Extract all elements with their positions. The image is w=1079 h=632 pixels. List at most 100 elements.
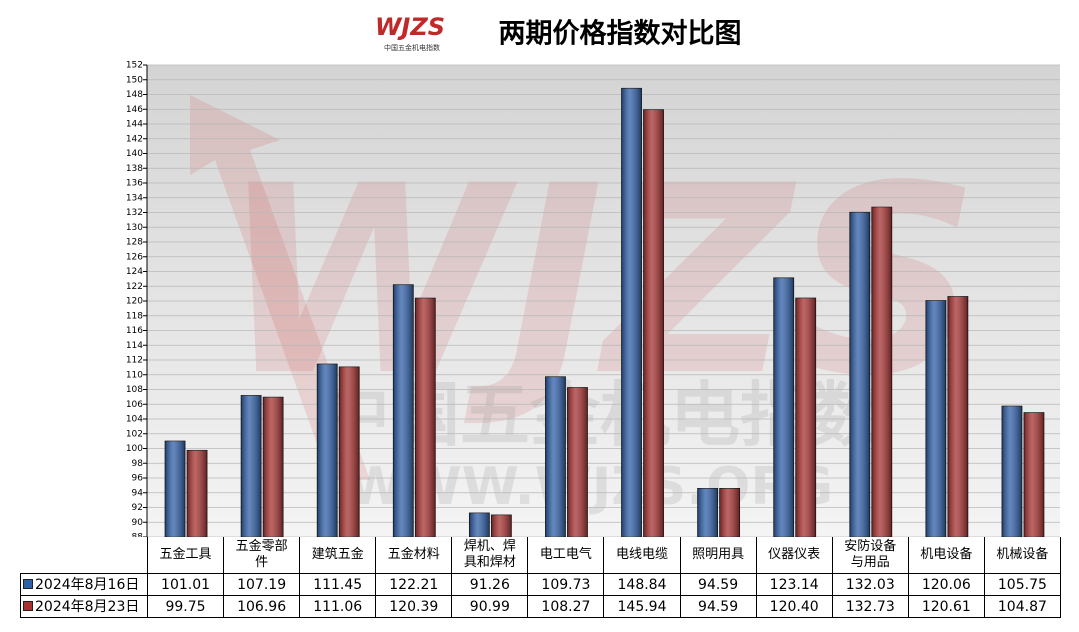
bar — [338, 366, 360, 537]
category-label: 五金材料 — [375, 537, 453, 574]
data-table: 五金工具 五金零部件 建筑五金 五金材料 焊机、焊具和焊材 电工电气 电线电缆 照明用具 仪器仪… — [20, 537, 1061, 618]
y-tick-label: 106 — [126, 400, 143, 410]
y-tick-label: 110 — [126, 370, 143, 380]
value-label: 101.01 — [146, 573, 225, 596]
value-label: 122.21 — [375, 573, 453, 596]
bar — [164, 440, 186, 537]
value-label: 111.06 — [299, 595, 377, 618]
value-label: 109.73 — [527, 573, 605, 596]
logo-subtext: 中国五金机电指数 — [384, 43, 440, 52]
y-tick-label: 146 — [126, 105, 143, 115]
y-tick-label: 118 — [126, 311, 143, 321]
y-tick-label: 94 — [132, 488, 144, 498]
bar — [316, 363, 338, 537]
series-name: 2024年8月16日 — [35, 576, 140, 593]
bar — [773, 277, 795, 537]
value-label: 120.06 — [907, 573, 985, 596]
y-tick-label: 130 — [126, 223, 143, 233]
category-label: 建筑五金 — [299, 537, 377, 574]
bar — [719, 487, 741, 537]
bar — [795, 297, 817, 537]
y-tick-label: 132 — [126, 208, 143, 218]
table-series-row: 2024年8月16日 101.01 107.19 111.45 122.21 91.26 1… — [20, 573, 1061, 596]
y-tick-label: 98 — [132, 459, 144, 469]
bar — [643, 109, 664, 537]
y-tick-label: 122 — [126, 282, 143, 292]
category-label: 五金零部件 — [223, 537, 301, 574]
logo: WJZS — [375, 13, 445, 41]
bar — [240, 395, 262, 537]
y-tick-label: 116 — [126, 326, 143, 336]
y-tick-label: 140 — [126, 149, 143, 159]
value-label: 111.45 — [299, 573, 377, 596]
category-label: 焊机、焊具和焊材 — [451, 537, 529, 574]
bar — [697, 487, 719, 537]
category-label: 电工电气 — [527, 537, 605, 574]
value-label: 132.03 — [831, 573, 909, 596]
category-label: 安防设备与用品 — [831, 537, 909, 574]
y-tick-label: 114 — [126, 341, 143, 351]
value-label: 120.40 — [755, 595, 833, 618]
bar — [849, 211, 871, 537]
table-series-row: 2024年8月23日 99.75 106.96 111.06 120.39 90.99 10… — [20, 595, 1061, 618]
y-tick-label: 88 — [132, 533, 144, 538]
value-label: 106.96 — [223, 595, 301, 618]
value-label: 90.99 — [451, 595, 529, 618]
category-label: 五金工具 — [146, 537, 225, 574]
y-tick-label: 138 — [126, 164, 143, 174]
bar — [1023, 412, 1045, 537]
y-tick-label: 136 — [126, 179, 143, 189]
y-tick-label: 150 — [126, 75, 143, 85]
category-label: 电线电缆 — [603, 537, 681, 574]
bar — [925, 300, 947, 537]
value-label: 148.84 — [603, 573, 681, 596]
legend-entry: 2024年8月16日 — [20, 573, 148, 596]
y-tick-label: 102 — [126, 429, 143, 439]
bar — [468, 512, 490, 537]
bar — [490, 514, 512, 537]
y-tick-label: 148 — [126, 90, 143, 100]
bar — [545, 376, 566, 537]
series-name: 2024年8月23日 — [35, 598, 140, 615]
bar — [186, 449, 208, 537]
table-corner — [20, 537, 148, 574]
value-label: 104.87 — [983, 595, 1061, 618]
category-label: 照明用具 — [679, 537, 757, 574]
y-tick-label: 120 — [126, 297, 143, 307]
value-label: 145.94 — [603, 595, 681, 618]
y-tick-label: 152 — [126, 61, 143, 71]
category-label: 机电设备 — [907, 537, 985, 574]
y-tick-label: 144 — [126, 120, 143, 130]
chart: WJZS 中国五金机电指数 WWW.WJZS.ORG WJZS 中国五金机电指数… — [126, 13, 1060, 538]
y-tick-label: 100 — [126, 444, 143, 454]
y-tick-label: 142 — [126, 134, 143, 144]
bar — [414, 297, 436, 537]
legend-entry: 2024年8月23日 — [20, 595, 148, 618]
bar — [621, 87, 642, 537]
value-label: 94.59 — [679, 595, 757, 618]
y-tick-label: 124 — [126, 267, 143, 277]
y-tick-label: 134 — [126, 193, 143, 203]
value-label: 105.75 — [983, 573, 1061, 596]
bar — [947, 296, 969, 537]
value-label: 120.61 — [907, 595, 985, 618]
value-label: 132.73 — [831, 595, 909, 618]
legend-swatch — [23, 600, 33, 611]
y-tick-label: 126 — [126, 252, 143, 262]
bar — [871, 206, 893, 537]
y-tick-label: 128 — [126, 238, 143, 248]
value-label: 91.26 — [451, 573, 529, 596]
bar — [1001, 405, 1023, 537]
y-tick-label: 96 — [132, 474, 144, 484]
value-label: 99.75 — [146, 595, 225, 618]
value-label: 94.59 — [679, 573, 757, 596]
category-label: 仪器仪表 — [755, 537, 833, 574]
bar — [262, 396, 284, 537]
bar — [392, 284, 414, 537]
bar — [567, 387, 588, 537]
category-label: 机械设备 — [983, 537, 1061, 574]
y-tick-label: 112 — [126, 356, 143, 366]
table-header-row: 五金工具 五金零部件 建筑五金 五金材料 焊机、焊具和焊材 电工电气 电线电缆 照明用具 仪器仪… — [20, 537, 1061, 574]
value-label: 107.19 — [223, 573, 301, 596]
